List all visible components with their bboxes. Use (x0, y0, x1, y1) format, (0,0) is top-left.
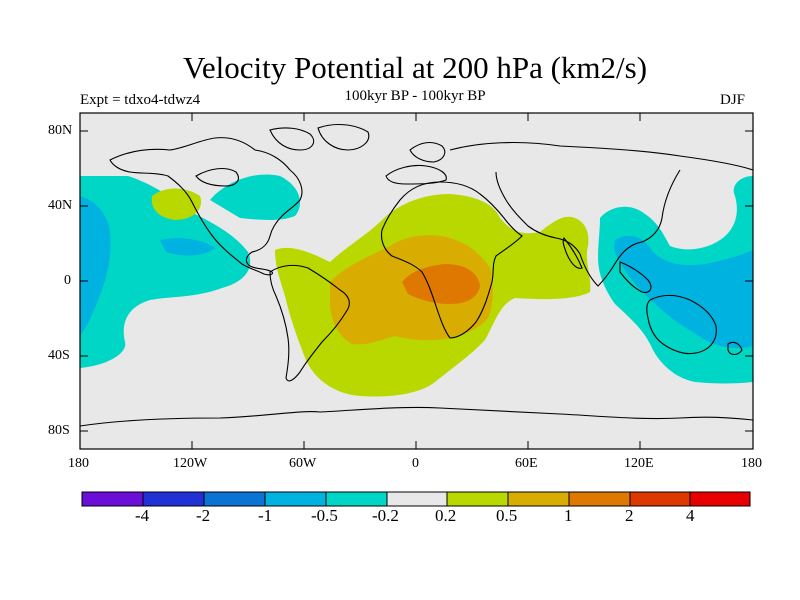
colorbar-box (203, 491, 266, 507)
contour-fields (80, 174, 753, 397)
chart-subtitle: 100kyr BP - 100kyr BP (344, 88, 486, 104)
lat-label-80n: 80N (48, 123, 73, 138)
experiment-label: Expt = tdxo4-tdwz4 (80, 92, 201, 108)
colorbar-box (446, 491, 509, 507)
colorbar-label: 0.5 (496, 506, 518, 525)
negative-region-west-mid-2 (160, 238, 215, 256)
colorbar-label: 0.2 (435, 506, 457, 525)
colorbar-box (629, 491, 691, 507)
map-ticks (79, 113, 754, 449)
lon-label-60w: 60W (289, 456, 317, 471)
colorbar-label: -2 (196, 506, 211, 525)
colorbar-box (689, 491, 751, 507)
lat-label-40n: 40N (48, 198, 73, 213)
lon-label-180-west: 180 (68, 456, 89, 471)
negative-region-west-mid (80, 196, 111, 336)
colorbar-label: 1 (564, 506, 573, 525)
colorbar (81, 491, 751, 507)
lat-label-40s: 40S (48, 348, 70, 363)
chart-title: Velocity Potential at 200 hPa (km2/s) (182, 50, 648, 85)
lon-label-120w: 120W (173, 456, 208, 471)
coastlines (80, 123, 753, 427)
colorbar-label: 4 (686, 506, 695, 525)
negative-region-north-america (210, 174, 300, 220)
lat-label-0: 0 (64, 273, 71, 288)
colorbar-label: -0.2 (372, 506, 399, 525)
negative-region-east-mid (614, 235, 753, 348)
colorbar-box (81, 491, 144, 507)
colorbar-box (325, 491, 388, 507)
colorbar-label: -1 (258, 506, 273, 525)
colorbar-box (507, 491, 570, 507)
season-label: DJF (720, 92, 746, 108)
colorbar-label: -4 (135, 506, 150, 525)
lon-label-60e: 60E (515, 456, 538, 471)
lon-label-180-east: 180 (741, 456, 762, 471)
lon-label-0: 0 (412, 456, 419, 471)
lon-label-120e: 120E (624, 456, 654, 471)
lat-label-80s: 80S (48, 423, 70, 438)
colorbar-label: 2 (625, 506, 634, 525)
negative-region-west-light (80, 176, 251, 368)
colorbar-box (142, 491, 205, 507)
positive-region-high (402, 264, 480, 304)
colorbar-box (386, 491, 448, 507)
colorbar-box (568, 491, 631, 507)
colorbar-box (264, 491, 327, 507)
colorbar-label: -0.5 (311, 506, 338, 525)
